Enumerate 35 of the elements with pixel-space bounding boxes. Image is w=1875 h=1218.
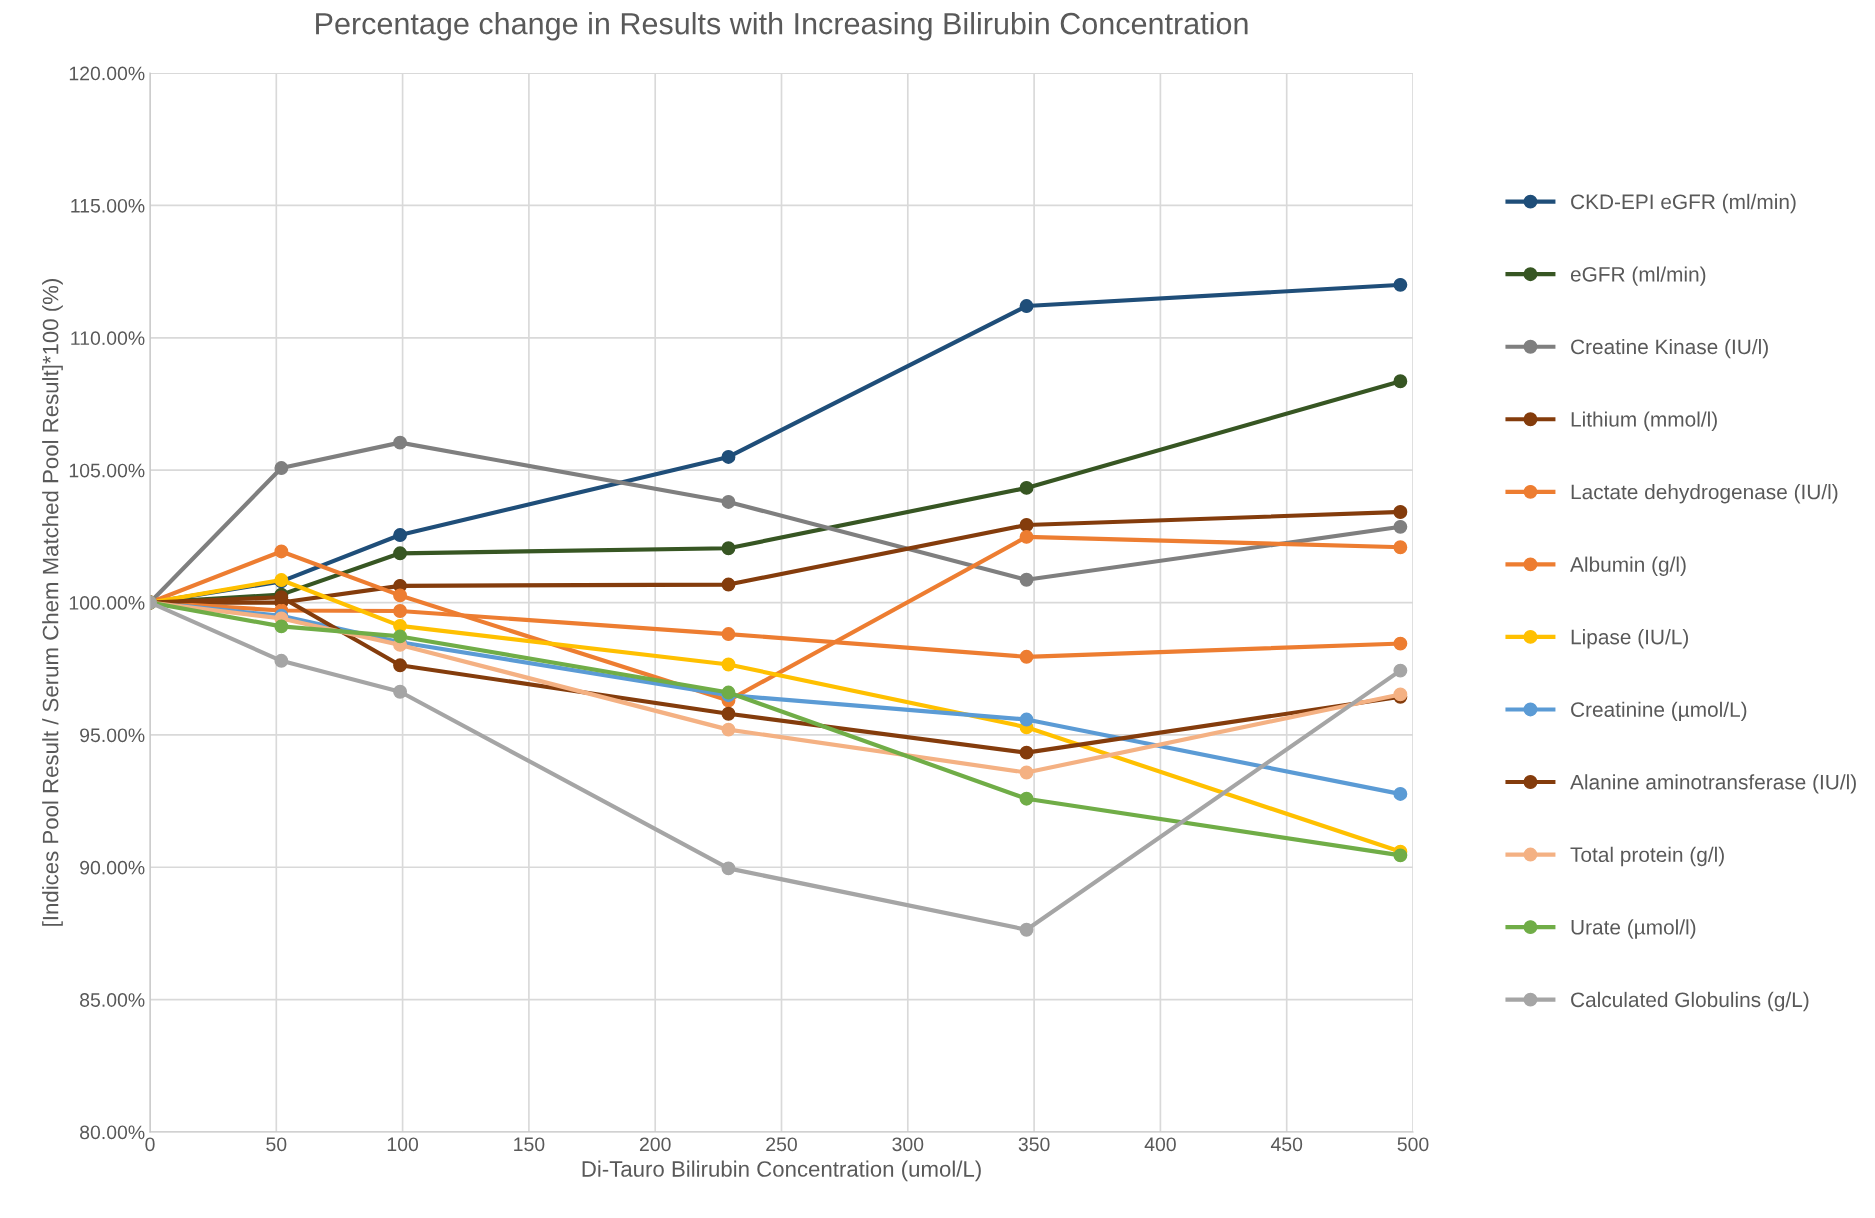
y-tick-label: 105.00% xyxy=(69,463,145,478)
legend-label: Alanine aminotransferase (IU/l) xyxy=(1570,774,1856,794)
y-tick-label: 120.00% xyxy=(69,66,145,81)
legend-label: CKD-EPI eGFR (ml/min) xyxy=(1571,193,1796,214)
x-tick-label: 350 xyxy=(1018,1137,1050,1152)
x-tick-label: 50 xyxy=(266,1137,287,1152)
x-tick-label: 200 xyxy=(639,1137,671,1152)
legend-label: Albumin (g/l) xyxy=(1570,556,1686,576)
x-axis-title: Di-Tauro Bilirubin Concentration (umol/L) xyxy=(582,1160,981,1182)
x-tick-label: 100 xyxy=(387,1137,419,1152)
x-tick-label: 500 xyxy=(1397,1137,1429,1152)
x-tick-label: 250 xyxy=(766,1137,797,1152)
x-tick-label: 150 xyxy=(514,1137,545,1152)
y-axis-title: [Indices Pool Result / Serum Chem Matched Pool Result]*100 (%) xyxy=(42,279,63,926)
y-tick-label: 90.00% xyxy=(80,860,145,875)
y-tick-label: 110.00% xyxy=(71,331,145,346)
x-tick-label: 400 xyxy=(1144,1137,1176,1152)
legend-label: Lithium (mmol/l) xyxy=(1571,411,1717,431)
y-tick-label: 85.00% xyxy=(80,993,145,1007)
y-tick-label: 80.00% xyxy=(80,1125,145,1140)
legend-label: Lactate dehydrogenase (IU/l) xyxy=(1571,484,1838,504)
x-tick-label: 450 xyxy=(1270,1137,1303,1152)
y-tick-label: 95.00% xyxy=(80,728,145,743)
x-tick-label: 300 xyxy=(892,1137,924,1152)
legend-label: Urate (µmol/l) xyxy=(1571,919,1696,939)
legend-label: Calculated Globulins (g/L) xyxy=(1571,991,1809,1012)
legend-label: Creatinine (µmol/L) xyxy=(1571,701,1747,722)
legend-label: eGFR (ml/min) xyxy=(1570,266,1706,286)
legend-label: Total protein (g/l) xyxy=(1570,846,1724,867)
y-tick-label: 100.00% xyxy=(69,596,145,610)
x-tick-label: 0 xyxy=(145,1137,155,1152)
legend-label: Creatine Kinase (IU/l) xyxy=(1571,338,1768,359)
legend-label: Lipase (IU/L) xyxy=(1571,629,1688,649)
y-tick-label: 115.00% xyxy=(71,198,145,213)
chart-title: Percentage change in Results with Increasing Bilirubin Concentration xyxy=(316,12,1248,41)
